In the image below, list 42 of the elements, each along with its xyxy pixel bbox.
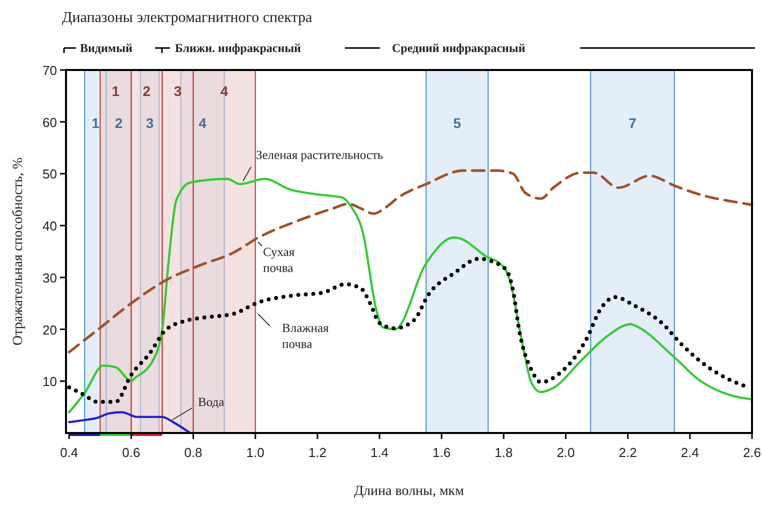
x-tick-label: 2.6 xyxy=(742,445,762,460)
band-label: 4 xyxy=(220,83,228,99)
text: Ближн. инфракрасный xyxy=(175,41,302,55)
series-label: Влажная почва xyxy=(282,321,329,351)
x-tick-label: 1.6 xyxy=(432,445,451,460)
y-tick-label: 10 xyxy=(42,374,57,390)
chart-title: Диапазоны электромагнитного спектра xyxy=(62,10,312,26)
x-tick-label: 0.6 xyxy=(122,445,140,460)
x-tick-label: 0.8 xyxy=(184,445,202,460)
series-label: Зеленая растительность xyxy=(256,148,384,162)
y-tick-label: 70 xyxy=(42,63,57,78)
x-tick-label: 1.4 xyxy=(370,445,389,460)
x-tick-label: 1.8 xyxy=(494,445,513,460)
x-tick-label: 2.2 xyxy=(618,445,637,460)
band-label: 1 xyxy=(112,83,120,99)
text: Видимый xyxy=(80,41,132,55)
x-tick-label: 2.4 xyxy=(680,445,699,460)
band-label: 4 xyxy=(198,115,207,131)
y-tick-label: 60 xyxy=(42,114,57,130)
band-label: 3 xyxy=(174,83,182,99)
band-label: 2 xyxy=(114,115,123,131)
x-tick-label: 1.0 xyxy=(246,445,264,460)
y-tick-label: 20 xyxy=(42,322,57,338)
y-axis-title: Отражательная способность, % xyxy=(11,157,26,346)
band-label: 5 xyxy=(453,115,462,131)
line-series xyxy=(68,178,754,414)
series-label: Вода xyxy=(198,395,225,409)
line-series xyxy=(68,411,192,434)
band-label: 3 xyxy=(146,115,154,131)
x-tick-label: 2.0 xyxy=(556,445,575,460)
y-tick-label: 50 xyxy=(42,166,57,182)
band-label: 2 xyxy=(142,83,151,99)
text: Средний инфракрасный xyxy=(392,41,526,55)
series-label: Сухая почва xyxy=(263,245,295,275)
band-label: 7 xyxy=(628,115,637,131)
y-tick-label: 30 xyxy=(42,270,57,286)
x-axis-title: Длина волны, мкм xyxy=(354,484,464,499)
x-tick-label: 1.2 xyxy=(308,445,326,460)
band-label: 1 xyxy=(92,115,100,131)
line-series xyxy=(68,169,754,354)
x-tick-label: 0.4 xyxy=(60,445,78,460)
y-tick-label: 40 xyxy=(42,218,57,234)
